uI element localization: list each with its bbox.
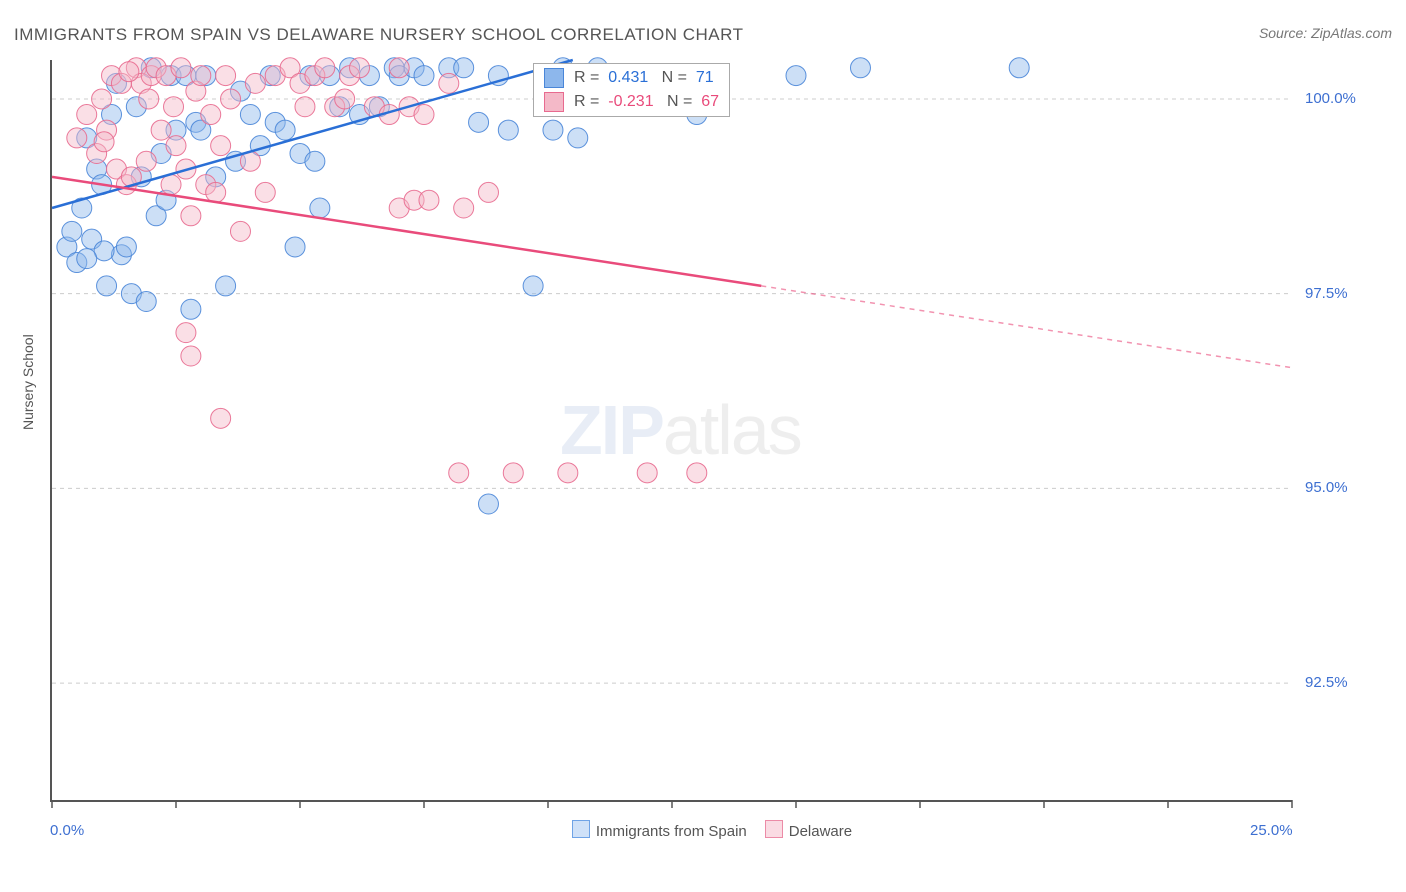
stat-row: R = -0.231 N = 67: [544, 92, 719, 112]
y-axis-label: Nursery School: [20, 334, 36, 430]
source-label: Source: ZipAtlas.com: [1259, 25, 1392, 41]
legend-bottom: Immigrants from Spain Delaware: [0, 820, 1406, 840]
stat-box: R = 0.431 N = 71 R = -0.231 N = 67: [533, 63, 730, 117]
y-tick-label: 92.5%: [1305, 674, 1348, 691]
y-tick-label: 97.5%: [1305, 285, 1348, 302]
plot-svg: [52, 60, 1292, 800]
legend-label: Delaware: [789, 823, 852, 840]
stat-swatch: [544, 68, 564, 88]
stat-swatch: [544, 92, 564, 112]
legend-swatch: [765, 820, 783, 838]
plot-area: [50, 60, 1292, 802]
legend-label: Immigrants from Spain: [596, 823, 747, 840]
chart-container: IMMIGRANTS FROM SPAIN VS DELAWARE NURSER…: [0, 0, 1406, 892]
y-tick-label: 95.0%: [1305, 479, 1348, 496]
y-tick-label: 100.0%: [1305, 90, 1356, 107]
stat-text: R = 0.431 N = 71: [574, 69, 714, 87]
chart-title: IMMIGRANTS FROM SPAIN VS DELAWARE NURSER…: [14, 25, 743, 45]
legend-swatch: [572, 820, 590, 838]
stat-row: R = 0.431 N = 71: [544, 68, 719, 88]
stat-text: R = -0.231 N = 67: [574, 93, 719, 111]
